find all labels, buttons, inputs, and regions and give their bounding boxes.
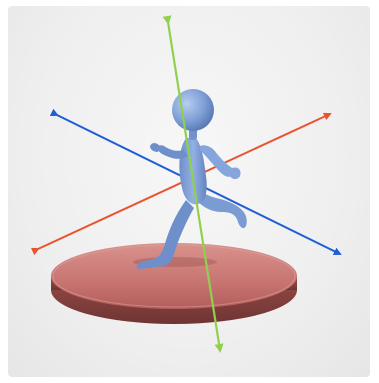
disc-platform (51, 243, 297, 324)
running-figure (136, 89, 247, 269)
green-axis-arrow (162, 15, 224, 353)
